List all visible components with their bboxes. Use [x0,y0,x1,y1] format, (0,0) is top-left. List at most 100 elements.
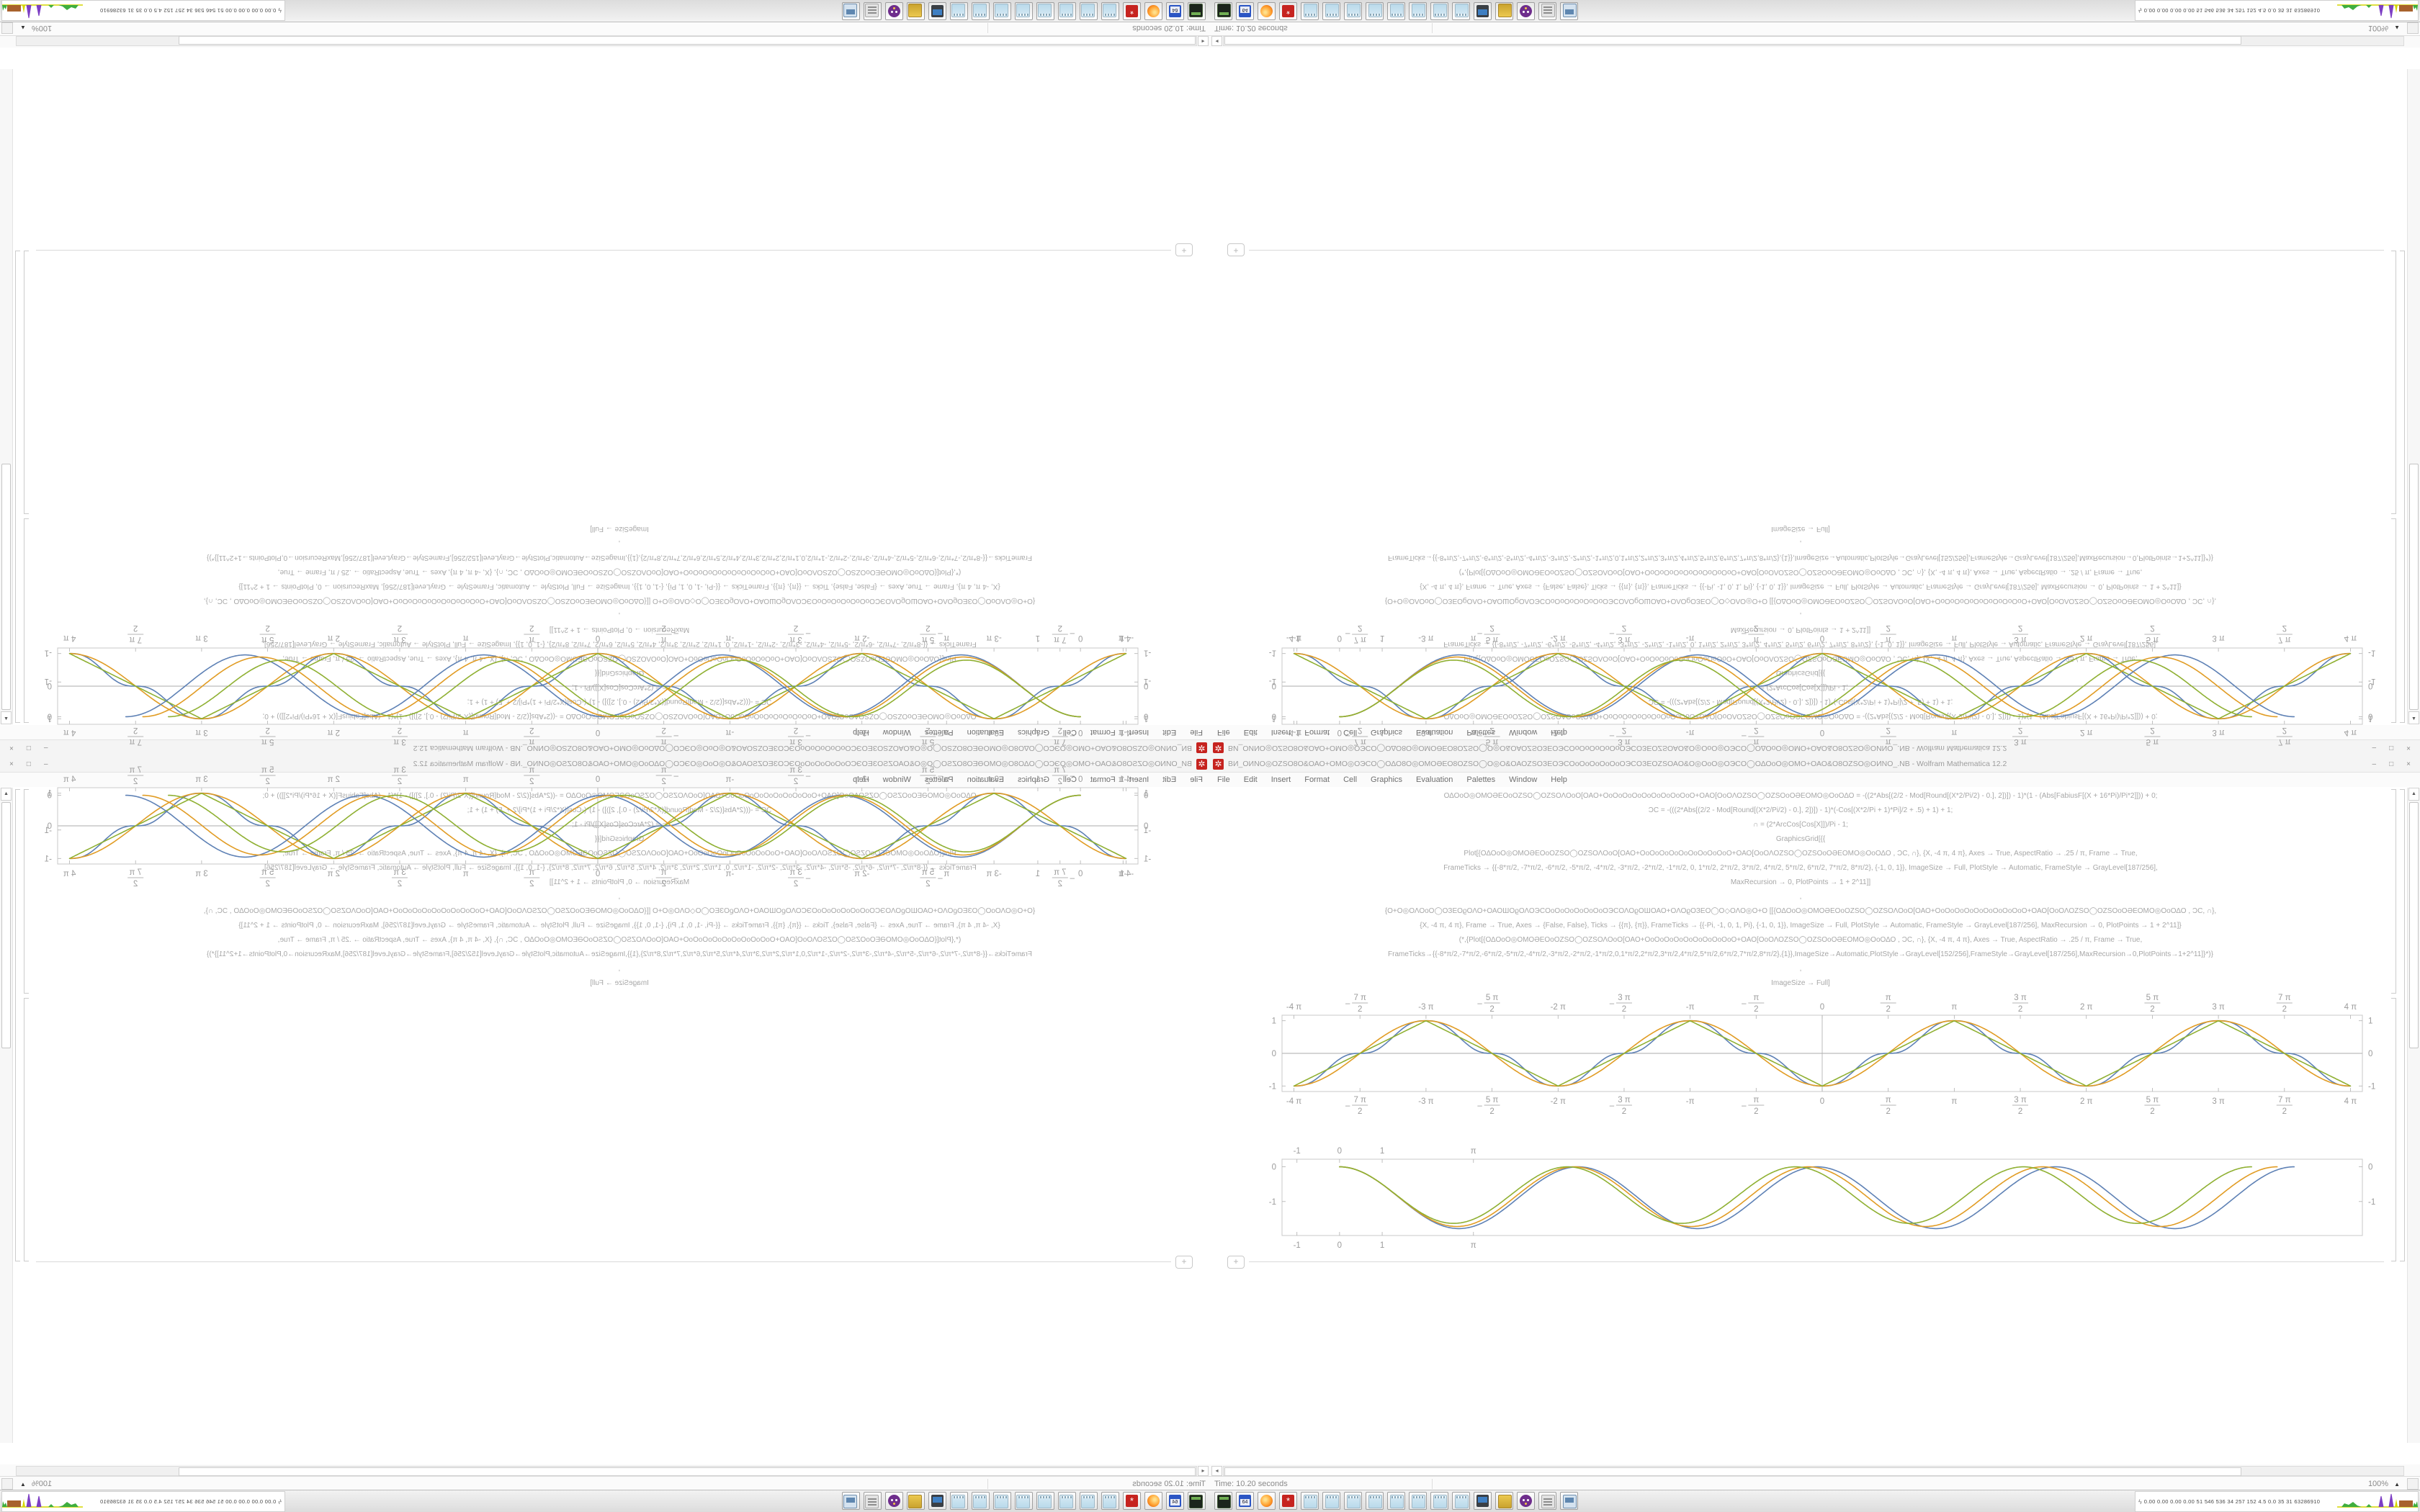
code-line-10[interactable]: {X, -4 π, 4 π}, Frame → True, Axes → {Fa… [238,582,1000,590]
taskbar-button-notepad-7[interactable] [1430,1492,1448,1510]
menu-item-graphics[interactable]: Graphics [1371,775,1403,784]
menu-item-cell[interactable]: Cell [1343,775,1358,784]
vertical-scrollbar[interactable]: ▲ [2407,788,2420,1443]
cell-bracket-output[interactable] [2391,998,2396,1261]
code-line-7[interactable]: MaxRecursion → 0, PlotPoints → 1 + 2^11]… [1730,878,1871,886]
code-line-10[interactable]: {X, -4 π, 4 π}, Frame → True, Axes → {Fa… [1420,582,2182,590]
vertical-scroll-thumb[interactable] [1,464,11,710]
taskbar-button-document-viewer[interactable] [864,2,882,20]
cell-bracket-code[interactable] [24,789,29,994]
close-button[interactable]: × [2406,760,2411,768]
magnification-arrow-icon[interactable]: ▲ [2394,24,2400,32]
cell-bracket-output[interactable] [24,998,29,1261]
scroll-up-icon[interactable]: ▲ [1,711,12,724]
insert-cell-plus-button[interactable]: + [1175,243,1193,256]
taskbar-button-notepad-4[interactable] [1036,2,1054,20]
menu-item-window[interactable]: Window [1509,775,1538,784]
menu-item-insert[interactable]: Insert [1270,775,1291,784]
taskbar-button-desktop-window[interactable] [1560,1492,1578,1510]
taskbar-button-notepad-3[interactable] [1344,1492,1362,1510]
code-line-14[interactable]: ImageSize → Full] [1771,525,1830,533]
code-line-14[interactable]: ImageSize → Full] [590,525,649,533]
taskbar-button-notepad-6[interactable] [993,1492,1011,1510]
taskbar-button-terminal[interactable] [1188,1492,1206,1510]
taskbar-button-notepad-7[interactable] [1430,2,1448,20]
horizontal-scroll-thumb[interactable] [179,36,1196,45]
magnification-arrow-icon[interactable]: ▲ [2394,1480,2400,1488]
taskbar-button-firefox[interactable] [1144,2,1162,20]
cell-bracket-code[interactable] [24,518,29,723]
taskbar-button-notepad-1[interactable] [1301,1492,1319,1510]
code-line-9[interactable]: {Ο+Ο◎ΟΛΟοΟ◯ΟЗΕΟϱΟΛΟ+ΟΑΟШΟϱΟΛΟЭСΟοΟοΟοΟοΟ… [1384,907,2217,915]
code-line-12[interactable]: FrameTicks→{{-8*π/2,-7*π/2,-6*π/2,-5*π/2… [207,950,1032,958]
taskbar-button-screenshot-monitor[interactable] [1474,1492,1492,1510]
code-line-2[interactable]: ƆC = -(((2*Abs[(2/2 - Mod[Round[(X*2/Pi/… [1648,806,1953,814]
insert-cell-plus-button[interactable]: + [1227,1256,1245,1269]
window-resize-grip[interactable] [2407,22,2419,34]
taskbar-button-screenshot-monitor[interactable] [928,2,946,20]
horizontal-scroll-track[interactable] [1223,36,2404,46]
vertical-scroll-thumb[interactable] [2409,802,2419,1048]
taskbar-button-firefox[interactable] [1258,1492,1276,1510]
taskbar-button-notepad-3[interactable] [1058,2,1076,20]
taskbar-button-document-viewer[interactable] [1538,2,1556,20]
window-resize-grip[interactable] [2407,1478,2419,1490]
horizontal-scrollbar[interactable]: ◂ [1210,36,2420,48]
magnification-value[interactable]: 100% [31,24,53,32]
cell-bracket-group[interactable] [15,251,20,723]
taskbar-button-notepad-1[interactable] [1101,1492,1119,1510]
cell-bracket-group[interactable] [15,789,20,1261]
cell-bracket-group[interactable] [2400,789,2405,1261]
taskbar-button-notepad-3[interactable] [1344,2,1362,20]
horizontal-scroll-thumb[interactable] [1224,1467,2241,1476]
code-line-14[interactable]: ImageSize → Full] [590,979,649,987]
taskbar-button-notepad-1[interactable] [1301,2,1319,20]
vertical-scrollbar[interactable]: ▲ [0,788,13,1443]
code-line-8[interactable]: , [1799,893,1802,901]
code-line-6[interactable]: FrameTicks → {{-8*π/2, -7*π/2, -6*π/2, -… [1443,864,2158,872]
taskbar-button-purple-app[interactable] [1517,1492,1535,1510]
taskbar-button-notepad-6[interactable] [993,2,1011,20]
code-line-3[interactable]: ∩ = (2*ArcCos[Cos[X]])/Pi - 1; [1753,821,1848,829]
scroll-up-icon[interactable]: ▲ [2408,711,2419,724]
taskbar-button-notepad-8[interactable] [950,2,968,20]
taskbar-button-folder[interactable] [907,2,925,20]
code-line-11[interactable]: (*,{Plot[{ΟΔΟοΟ◎ΟΜΟƏΕΟοΟΖЅΟ◯ΟΖЅΟΛΟοΟ[ΟΑΟ… [1458,568,2143,576]
magnification-value[interactable]: 100% [2367,24,2389,32]
magnification-arrow-icon[interactable]: ▲ [20,24,26,32]
code-line-12[interactable]: FrameTicks→{{-8*π/2,-7*π/2,-6*π/2,-5*π/2… [207,554,1032,562]
scroll-left-icon[interactable]: ◂ [1211,36,1222,46]
scroll-left-icon[interactable]: ◂ [1198,36,1209,46]
taskbar-button-notepad-7[interactable] [972,1492,990,1510]
taskbar-button-purple-app[interactable] [885,1492,903,1510]
code-line-11[interactable]: (*,{Plot[{ΟΔΟοΟ◎ΟΜΟƏΕΟοΟΖЅΟ◯ΟΖЅΟΛΟοΟ[ΟΑΟ… [277,936,962,944]
taskbar-button-notepad-6[interactable] [1409,2,1427,20]
taskbar-button-desktop-window[interactable] [1560,2,1578,20]
taskbar-button-firefox[interactable] [1258,2,1276,20]
horizontal-scroll-thumb[interactable] [179,1467,1196,1476]
code-line-9[interactable]: {Ο+Ο◎ΟΛΟοΟ◯ΟЗΕΟϱΟΛΟ+ΟΑΟШΟϱΟΛΟЭСΟοΟοΟοΟοΟ… [203,907,1036,915]
code-line-11[interactable]: (*,{Plot[{ΟΔΟοΟ◎ΟΜΟƏΕΟοΟΖЅΟ◯ΟΖЅΟΛΟοΟ[ΟΑΟ… [277,568,962,576]
taskbar-button-desktop-window[interactable] [842,2,860,20]
magnification-arrow-icon[interactable]: ▲ [20,1480,26,1488]
taskbar-button-firefox[interactable] [1144,1492,1162,1510]
taskbar-button-notepad-3[interactable] [1058,1492,1076,1510]
scroll-left-icon[interactable]: ◂ [1198,1466,1209,1476]
taskbar-button-terminal[interactable] [1214,2,1232,20]
taskbar-button-floppy-64[interactable] [1236,1492,1254,1510]
scroll-up-icon[interactable]: ▲ [2408,788,2419,801]
taskbar-button-notepad-5[interactable] [1387,2,1405,20]
taskbar-button-screenshot-monitor[interactable] [928,1492,946,1510]
code-line-12[interactable]: FrameTicks→{{-8*π/2,-7*π/2,-6*π/2,-5*π/2… [1388,950,2213,958]
taskbar-button-document-viewer[interactable] [1538,1492,1556,1510]
taskbar-button-notepad-1[interactable] [1101,2,1119,20]
insert-cell-plus-button[interactable]: + [1227,243,1245,256]
taskbar-button-notepad-4[interactable] [1366,1492,1384,1510]
magnification-value[interactable]: 100% [2367,1480,2389,1488]
code-line-13[interactable]: , [1799,965,1802,973]
menu-item-help[interactable]: Help [1551,775,1567,784]
menu-item-file[interactable]: File [1217,775,1230,784]
title-bar[interactable]: ✲ ВИ_ΟИΝΟ◎ΟΖЅΟ8Ο&ΟΑΟ+ΟΜΟ◎ΟЭСΟ◯ΟΔΟ8Ο◎ΟΜΟƏ… [1210,756,2420,773]
maximize-button[interactable]: □ [2389,760,2394,768]
code-line-13[interactable]: , [618,539,621,547]
